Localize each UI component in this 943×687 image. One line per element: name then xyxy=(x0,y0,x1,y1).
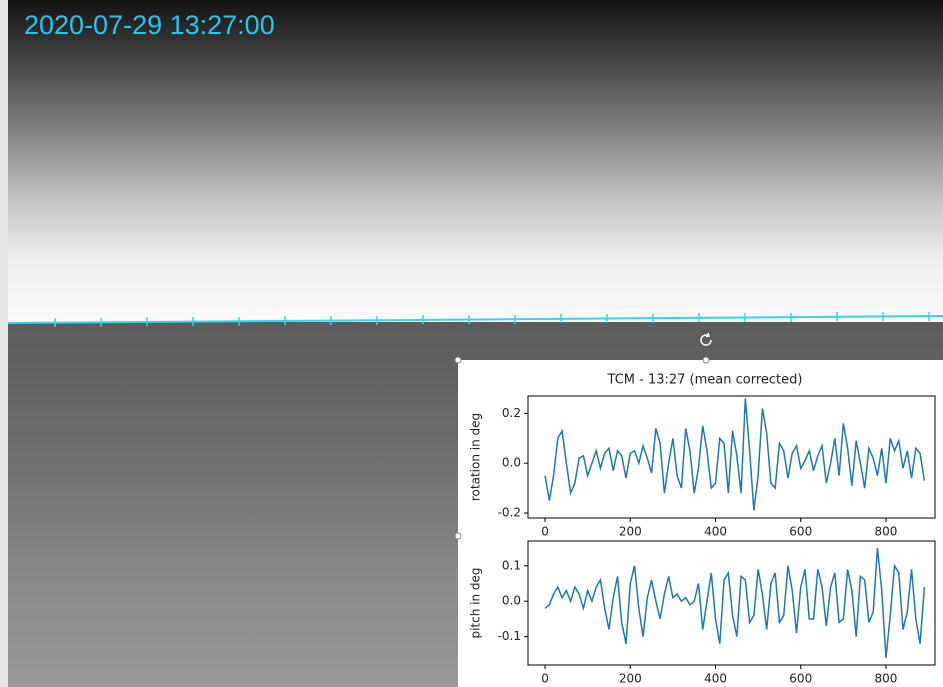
x-tick-label: 200 xyxy=(619,672,642,686)
y-tick-label: -0.2 xyxy=(498,506,521,520)
overlay: TCM - 13:27 (mean corrected)-0.20.00.202… xyxy=(0,0,943,687)
x-tick-label: 600 xyxy=(789,525,812,539)
horizon-line xyxy=(8,316,943,323)
rotate-handle[interactable] xyxy=(701,333,711,345)
y-axis-label: pitch in deg xyxy=(469,567,483,638)
y-tick-label: 0.0 xyxy=(502,456,521,470)
x-tick-label: 600 xyxy=(789,672,812,686)
inset-figure[interactable] xyxy=(458,360,943,687)
y-tick-label: -0.1 xyxy=(498,629,521,643)
x-tick-label: 800 xyxy=(875,525,898,539)
y-tick-label: 0.2 xyxy=(502,406,521,420)
x-tick-label: 400 xyxy=(704,672,727,686)
y-axis-label: rotation in deg xyxy=(469,413,483,501)
x-tick-label: 800 xyxy=(875,672,898,686)
x-tick-label: 0 xyxy=(541,672,549,686)
y-tick-label: 0.0 xyxy=(502,594,521,608)
chart-title: TCM - 13:27 (mean corrected) xyxy=(607,373,803,388)
y-tick-label: 0.1 xyxy=(502,558,521,572)
screenshot: 2020-07-29 13:27:00 TCM - 13:27 (mean co… xyxy=(0,0,943,687)
x-tick-label: 400 xyxy=(704,525,727,539)
x-tick-label: 0 xyxy=(541,525,549,539)
x-tick-label: 200 xyxy=(619,525,642,539)
